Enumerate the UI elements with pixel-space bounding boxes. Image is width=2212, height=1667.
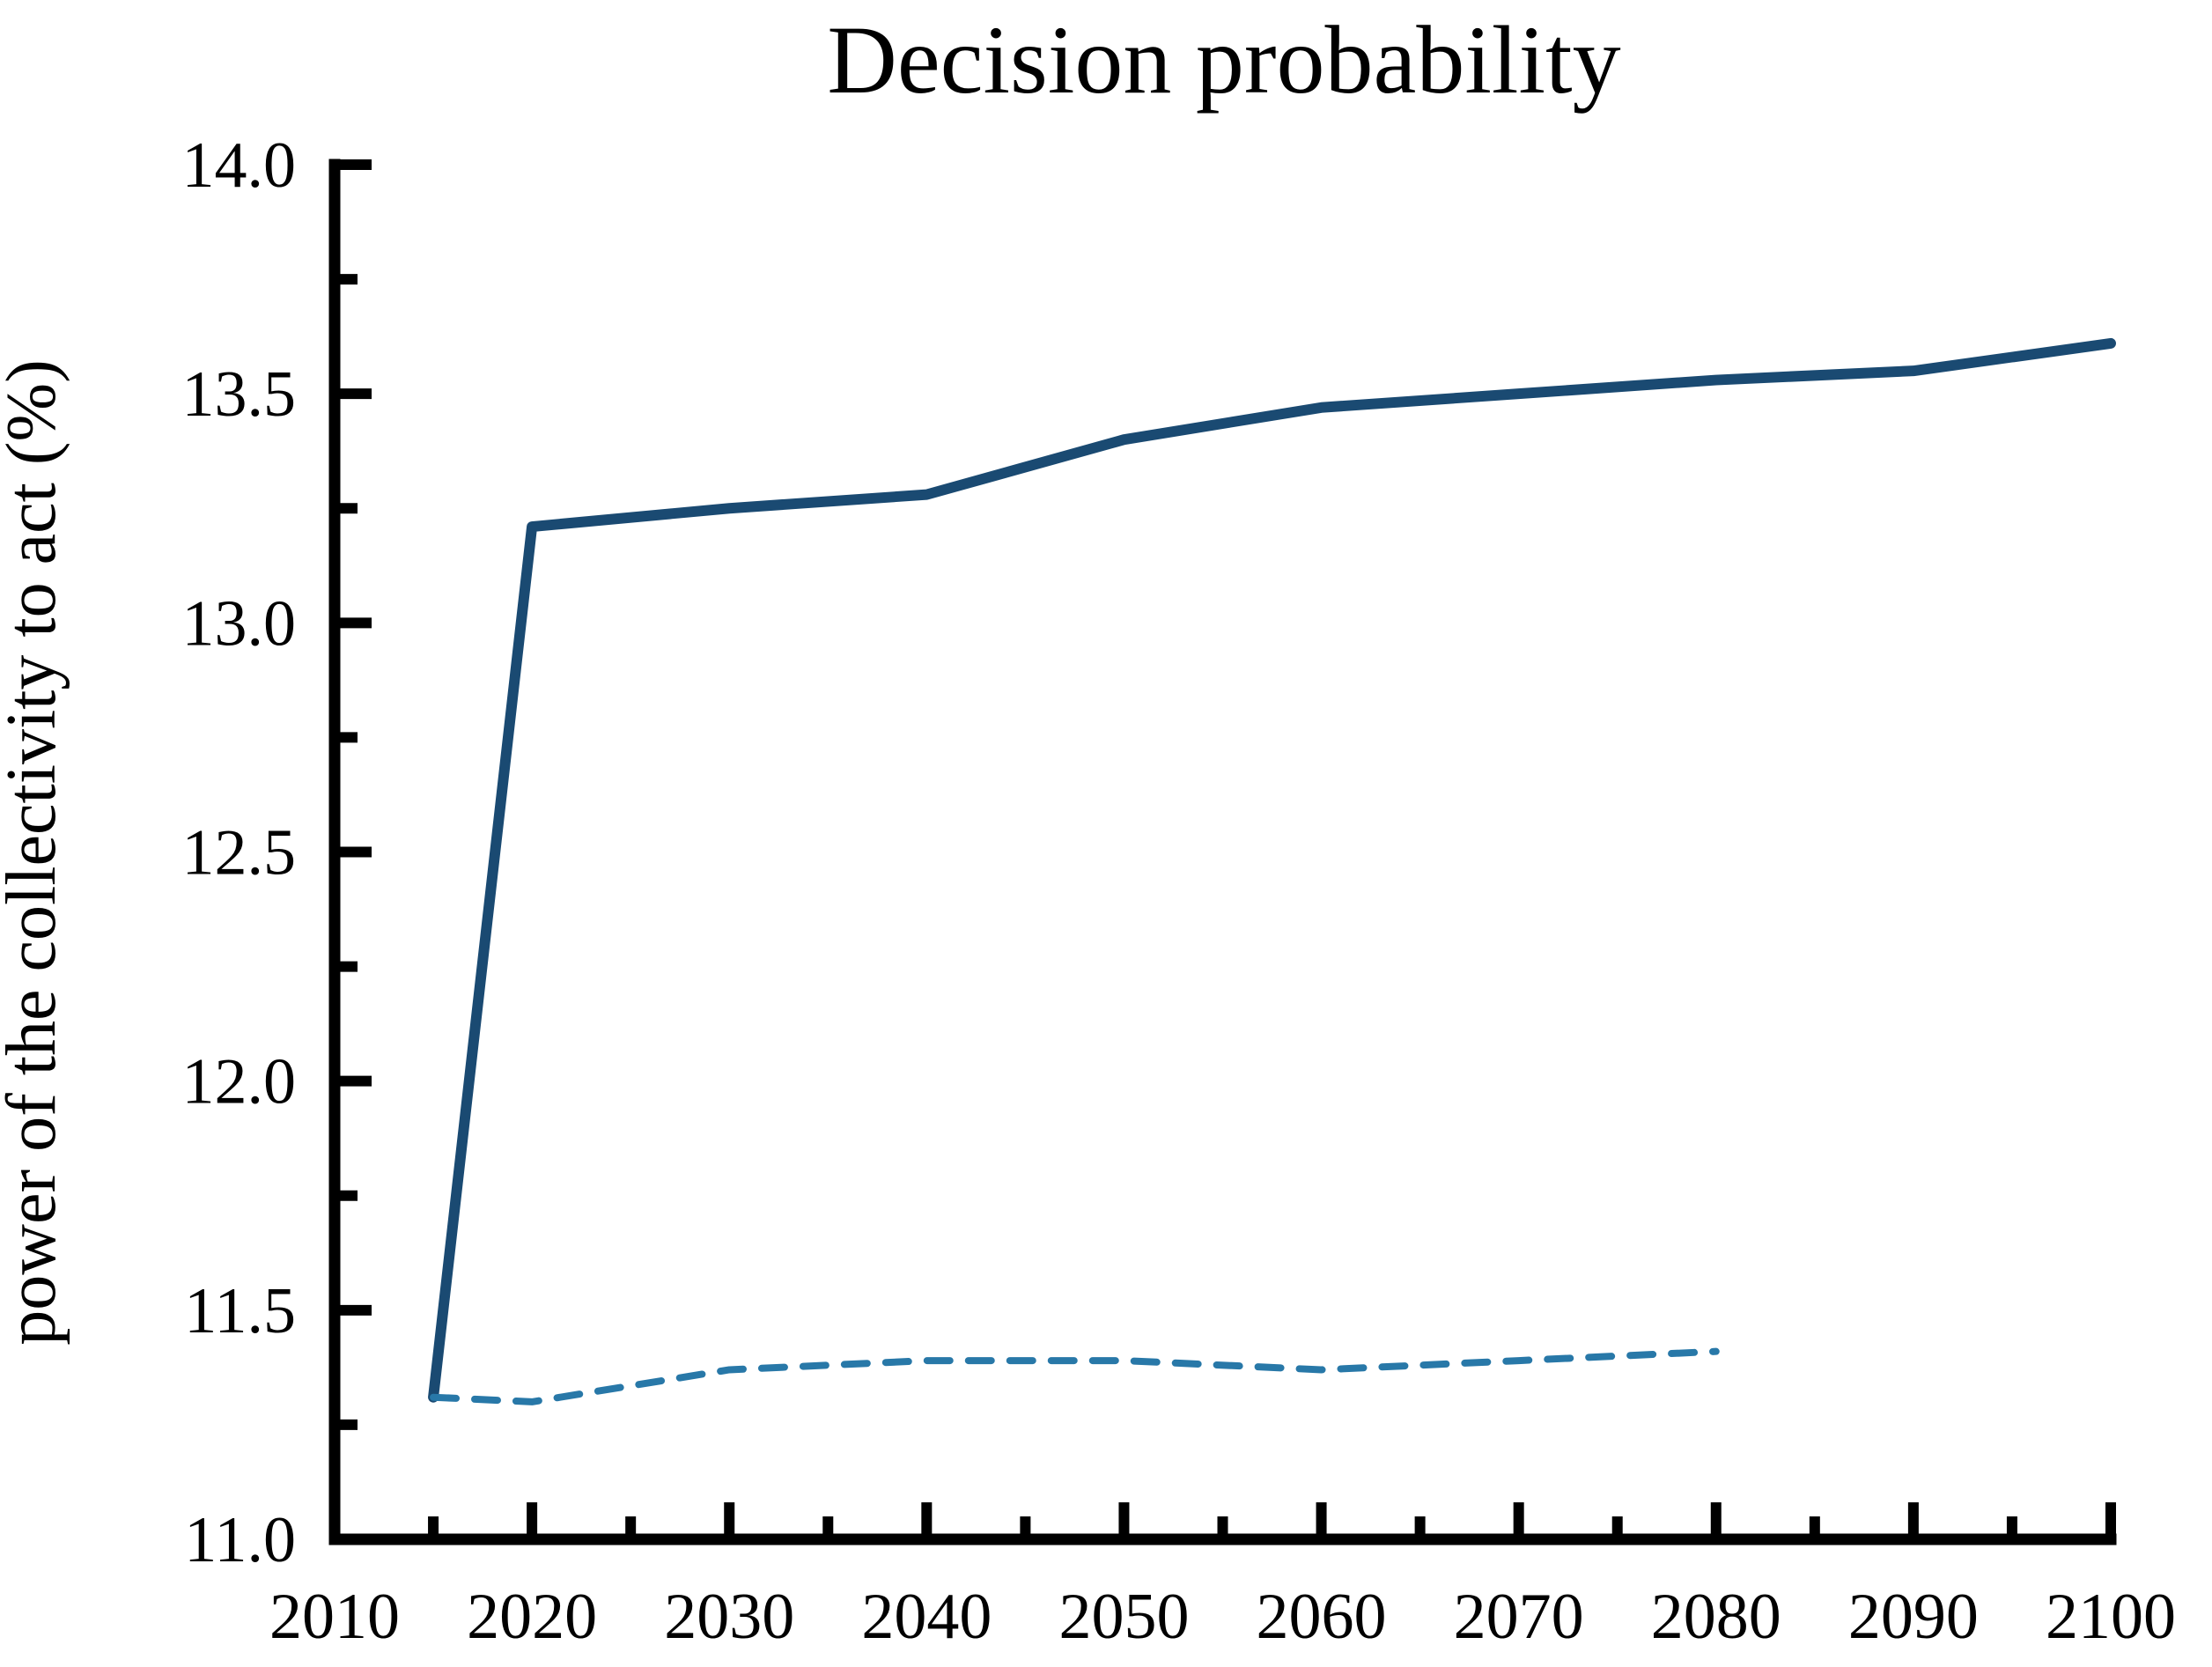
dashed-series-line [430,1347,1720,1405]
x-tick-label: 2040 [861,1581,992,1653]
x-tick-label: 2080 [1651,1581,1781,1653]
y-tick-label: 11.5 [184,1275,296,1347]
x-tick-label: 2010 [269,1581,400,1653]
x-tick-label: 2030 [664,1581,794,1653]
chart-title: Decision probability [827,6,1620,114]
x-tick-label: 2070 [1454,1581,1584,1653]
y-tick-label: 11.0 [184,1504,296,1576]
y-tick-label: 13.0 [182,587,297,660]
y-tick-label: 14.0 [182,129,297,202]
y-tick-label: 12.0 [182,1046,297,1118]
x-tick-label: 2060 [1257,1581,1387,1653]
series-lines [428,337,2116,1405]
y-tick-label: 13.5 [182,358,297,431]
axes: 2010 2020 2030 2040 2050 2060 2070 2080 2090 2100… [182,129,2177,1653]
x-tick-label: 2020 [467,1581,597,1653]
x-tick-label: 2100 [2046,1581,2176,1653]
y-axis-label: power of the collectivity to act (%) [0,359,70,1346]
y-tick-label: 12.5 [182,817,297,889]
solid-series-line [428,337,2116,1403]
x-tick-label: 2050 [1058,1581,1189,1653]
x-tick-label: 2090 [1848,1581,1979,1653]
